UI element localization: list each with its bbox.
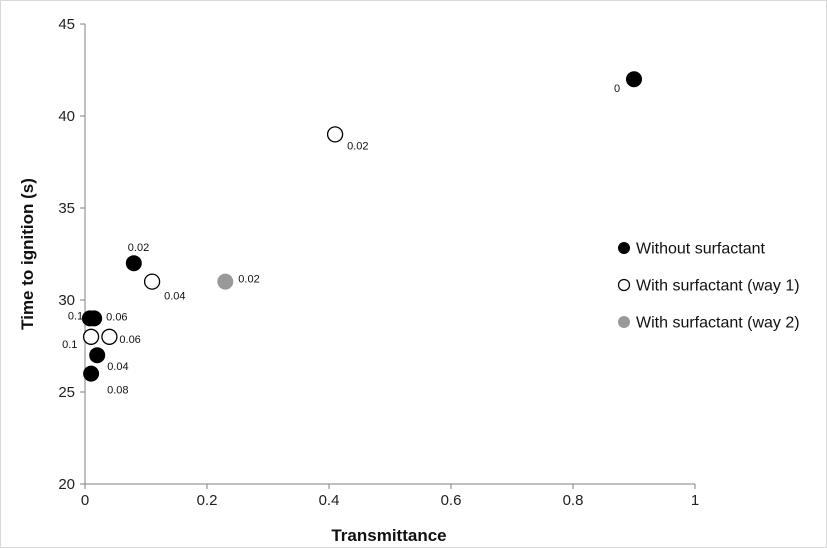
data-point-label: 0.02	[238, 274, 259, 286]
data-point	[82, 328, 100, 345]
y-tick-label: 40	[58, 108, 75, 125]
x-tick-label: 0.6	[441, 492, 462, 509]
data-points	[81, 71, 642, 382]
y-tick-label: 20	[58, 476, 75, 493]
data-point	[326, 126, 344, 143]
x-axis-title: Transmittance	[331, 526, 446, 545]
data-point	[101, 328, 118, 345]
legend-label: With surfactant (way 1)	[636, 278, 800, 295]
axes: 0 0.2 0.4 0.6 0.8 1 20 25 30 35 40 45	[58, 16, 699, 509]
y-tick-label: 35	[58, 200, 75, 217]
data-point-label: 0	[614, 83, 620, 95]
data-point	[125, 255, 142, 272]
data-point-label: 0.02	[347, 140, 368, 152]
y-axis-title: Time to ignition (s)	[18, 178, 37, 330]
data-point	[83, 365, 100, 382]
y-tick-label: 25	[58, 384, 75, 401]
legend-marker	[618, 316, 630, 328]
data-point-label: 0.04	[164, 291, 185, 303]
y-tick-label: 45	[58, 16, 75, 33]
data-point	[89, 347, 106, 364]
data-point-label: 0.08	[107, 385, 128, 397]
legend-label: Without surfactant	[636, 241, 766, 258]
legend-label: With surfactant (way 2)	[636, 315, 800, 332]
y-tick-label: 30	[58, 292, 75, 309]
legend: Without surfactant With surfactant (way 1…	[617, 241, 800, 332]
data-point	[81, 310, 98, 327]
data-point-label: 0.04	[107, 361, 128, 373]
x-tick-label: 0.8	[563, 492, 584, 509]
data-point-label: 0.02	[128, 242, 149, 254]
data-point	[217, 273, 234, 290]
legend-marker	[618, 242, 630, 254]
legend-marker	[617, 278, 631, 292]
data-point-label: 0.1	[68, 310, 83, 322]
data-point	[626, 71, 642, 88]
x-tick-label: 0.2	[197, 492, 218, 509]
data-point	[143, 273, 161, 290]
x-tick-label: 0.4	[319, 492, 340, 509]
x-tick-label: 1	[691, 492, 699, 509]
data-point-label: 0.06	[119, 334, 140, 346]
data-point-label: 0.06	[106, 311, 127, 323]
point-labels: 0 0.02 0.04 0.06 0.08 0.1 0.02 0.04 0.06 0.1 0.02	[62, 83, 620, 396]
x-tick-label: 0	[81, 492, 89, 509]
data-point-label: 0.1	[62, 339, 77, 351]
